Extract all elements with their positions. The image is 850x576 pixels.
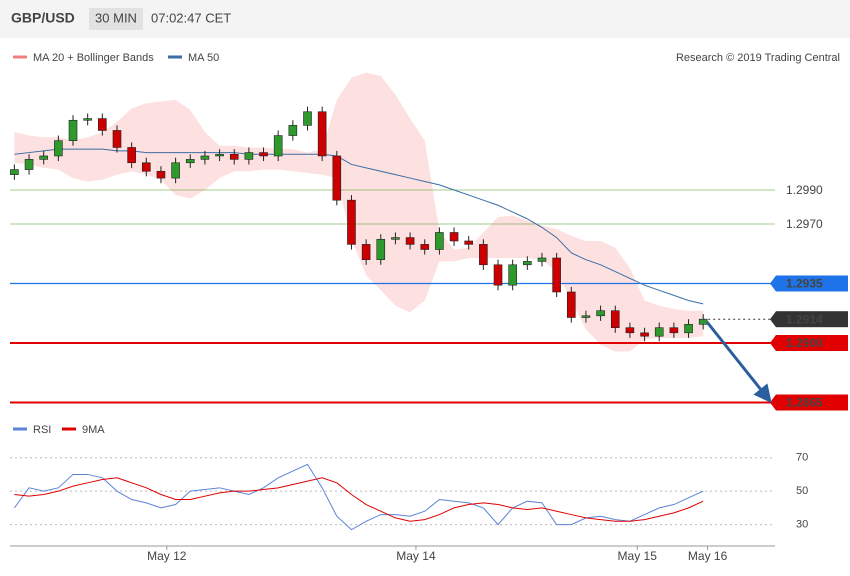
level-pointer <box>770 394 776 411</box>
candle-body <box>229 153 239 160</box>
candle-body <box>596 310 605 317</box>
line <box>14 477 704 522</box>
interval-box <box>89 8 143 30</box>
candle-body <box>361 244 371 260</box>
candle-body <box>669 327 679 334</box>
level-box <box>776 275 848 292</box>
candle-body <box>244 152 254 160</box>
candle-body <box>98 118 107 131</box>
candle-body <box>420 244 430 250</box>
candle-body <box>127 147 136 164</box>
candle-body <box>39 155 49 160</box>
level-label: 1.2990 <box>786 183 823 197</box>
candle-body <box>405 237 415 245</box>
candle-body <box>347 199 356 245</box>
candle-body <box>24 159 34 170</box>
candle-body <box>391 237 400 240</box>
candle-body <box>83 118 92 121</box>
forecast-arrow <box>705 321 772 404</box>
legend-label: RSI <box>33 424 51 436</box>
time: 07:02:47 CET <box>151 10 231 25</box>
candle-body <box>288 125 298 136</box>
y-tick-label: 70 <box>796 452 808 464</box>
candle-body <box>610 310 620 329</box>
x-tick-label: May 16 <box>688 549 728 563</box>
y-tick-label: 30 <box>796 519 808 531</box>
candle-body <box>552 257 561 293</box>
candle-body <box>566 291 576 318</box>
level-label: 1.2970 <box>786 217 823 231</box>
candle-body <box>640 332 649 337</box>
legend-label: MA 20 + Bollinger Bands <box>33 52 154 64</box>
level-pointer <box>770 311 776 328</box>
candle-body <box>698 318 708 325</box>
candle-body <box>449 232 459 242</box>
x-tick-label: May 12 <box>147 549 187 563</box>
candle-body <box>684 324 693 334</box>
credit: Research © 2019 Trading Central <box>676 52 840 64</box>
level-pointer <box>770 335 776 352</box>
level-box <box>776 311 848 328</box>
candle-body <box>376 238 386 260</box>
level-box <box>776 335 848 352</box>
level-label: 1.2865 <box>786 396 823 410</box>
candle-body <box>171 162 180 179</box>
x-tick-label: May 15 <box>618 549 658 563</box>
line <box>13 463 704 531</box>
candle-body <box>625 327 635 334</box>
candle-body <box>537 257 547 262</box>
x-tick-label: May 14 <box>396 549 436 563</box>
candle-body <box>156 170 166 179</box>
symbol: GBP/USD <box>11 10 75 26</box>
candle-body <box>332 155 342 201</box>
level-box <box>776 394 848 411</box>
candle-body <box>479 244 488 266</box>
level-label: 1.2900 <box>786 336 823 350</box>
candle-body <box>185 159 195 164</box>
candle-body <box>303 111 312 126</box>
candle-body <box>654 327 664 337</box>
candle-body <box>523 261 532 266</box>
candle-body <box>493 264 503 286</box>
candle-body <box>54 140 63 157</box>
y-tick-label: 50 <box>796 485 808 497</box>
bollinger-band <box>14 72 704 352</box>
candle-body <box>435 232 444 250</box>
candle-body <box>581 315 591 318</box>
interval: 30 MIN <box>95 10 137 25</box>
candle-body <box>68 119 78 141</box>
candle-body <box>259 152 268 157</box>
candle-body <box>112 130 122 148</box>
legend-label: 9MA <box>82 424 105 436</box>
candle-body <box>273 135 283 157</box>
level-label: 1.2935 <box>786 277 823 291</box>
candle-body <box>141 162 151 172</box>
legend-label: MA 50 <box>188 52 219 64</box>
candle-body <box>200 155 210 160</box>
candle-body <box>215 153 224 157</box>
candle-body <box>508 264 517 286</box>
level-pointer <box>770 275 776 292</box>
plot: 1.2990 1.2970 1.2935 1.2914 1.2900 1.2865 30 50… <box>10 72 848 563</box>
candle-body <box>10 169 19 175</box>
candle-body <box>317 111 327 157</box>
candle-body <box>464 240 474 245</box>
level-label: 1.2914 <box>786 312 823 326</box>
